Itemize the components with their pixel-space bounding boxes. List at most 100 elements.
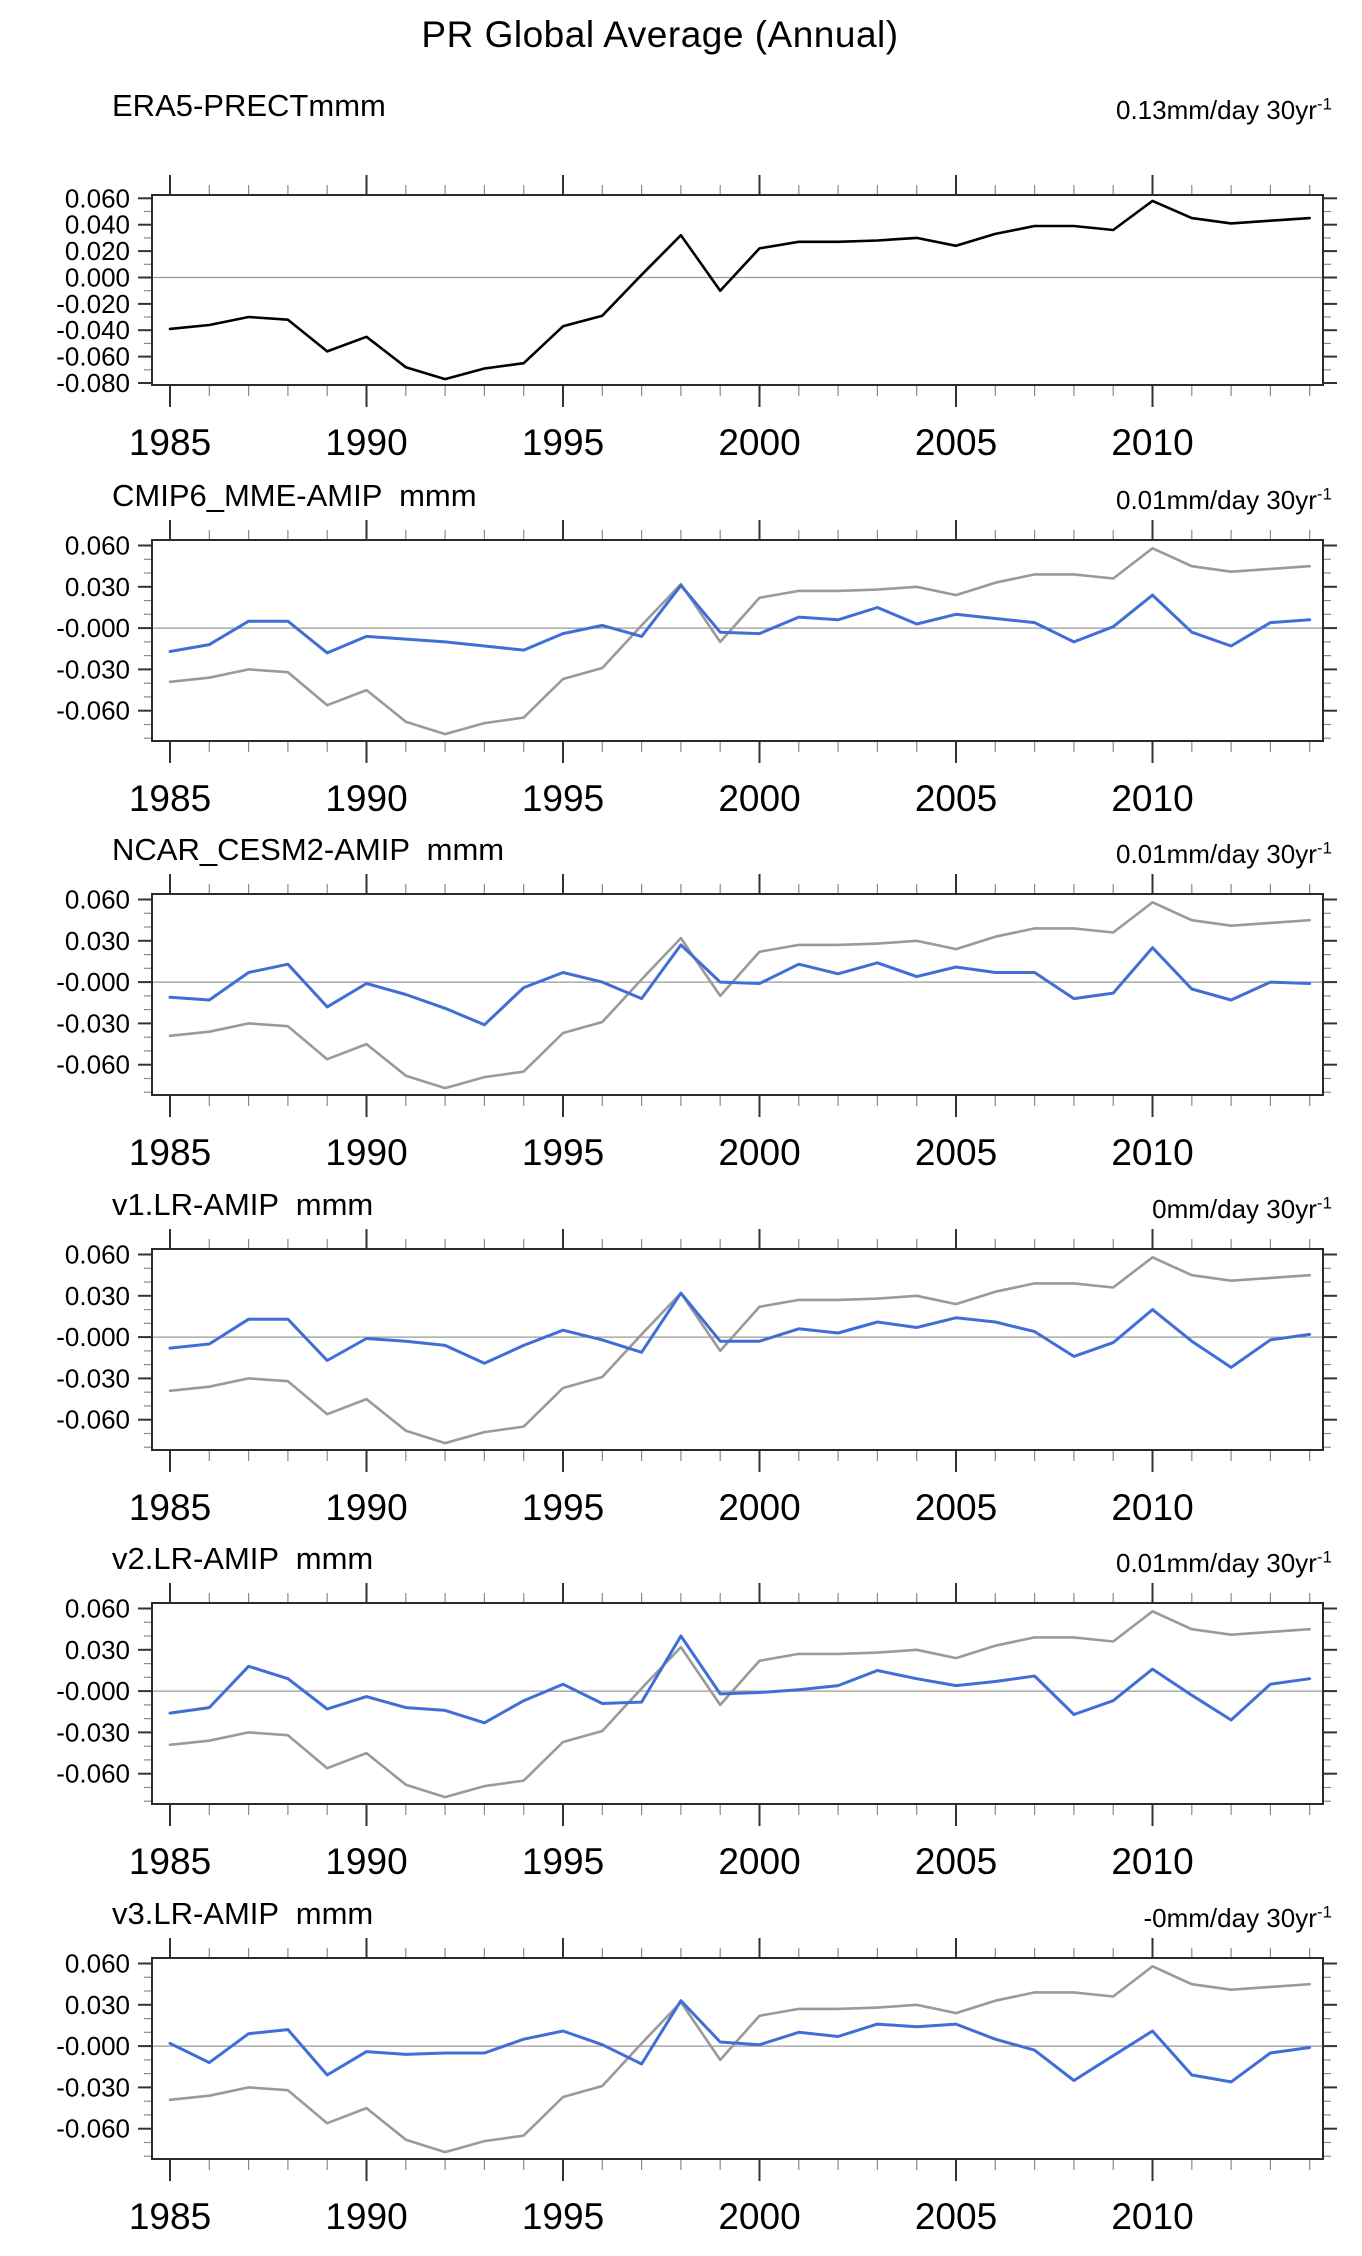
x-tick-label: 2005 — [915, 2196, 997, 2237]
y-tick-label: 0.020 — [65, 236, 130, 266]
trend-exponent: -1 — [1316, 1193, 1332, 1213]
trend-value: 0.13mm/day 30yr — [1116, 95, 1317, 125]
x-tick-label: 1985 — [129, 1841, 211, 1882]
y-tick-label: -0.080 — [56, 368, 130, 398]
x-tick-label: 2010 — [1111, 1841, 1193, 1882]
panel-4-trend-annotation: 0mm/day 30yr-1 — [1152, 1194, 1332, 1225]
trend-value: 0.01mm/day 30yr — [1116, 839, 1317, 869]
x-tick-label: 2005 — [915, 1841, 997, 1882]
x-tick-label: 2010 — [1111, 778, 1193, 819]
x-tick-label: 1995 — [522, 1132, 604, 1173]
x-tick-label: 1990 — [325, 422, 407, 463]
panel-2-trend-annotation: 0.01mm/day 30yr-1 — [1116, 485, 1332, 516]
panel-6-title: v3.LR-AMIP mmm — [112, 1896, 374, 1931]
chart-title: PR Global Average (Annual) — [421, 14, 899, 55]
y-tick-label: -0.000 — [56, 613, 130, 643]
y-tick-label: -0.000 — [56, 2031, 130, 2061]
y-tick-label: -0.060 — [56, 696, 130, 726]
y-tick-label: 0.030 — [65, 1990, 130, 2020]
panel-1-title: ERA5-PRECTmmm — [112, 88, 386, 123]
plot-box — [151, 194, 1324, 386]
series-line — [168, 583, 1312, 655]
panel-5-title: v2.LR-AMIP mmm — [112, 1541, 374, 1576]
y-tick-label: 0.030 — [65, 572, 130, 602]
reference-line — [168, 1256, 1311, 1445]
trend-exponent: -1 — [1316, 838, 1332, 858]
x-tick-label: 1990 — [325, 778, 407, 819]
series-line — [168, 1291, 1312, 1369]
trend-value: 0.01mm/day 30yr — [1116, 1548, 1317, 1578]
y-tick-label: 0.030 — [65, 1635, 130, 1665]
series-line — [168, 1999, 1312, 2084]
panel-5-trend-annotation: 0.01mm/day 30yr-1 — [1116, 1548, 1332, 1579]
x-tick-label: 2005 — [915, 422, 997, 463]
y-tick-label: -0.060 — [56, 342, 130, 372]
y-tick-label: -0.030 — [56, 654, 130, 684]
plot-box — [151, 893, 1324, 1096]
y-tick-label: 0.060 — [65, 183, 130, 213]
plot-box — [151, 1602, 1324, 1805]
y-tick-label: -0.020 — [56, 289, 130, 319]
x-tick-label: 1985 — [129, 778, 211, 819]
x-tick-label: 1990 — [325, 1132, 407, 1173]
x-tick-label: 1995 — [522, 422, 604, 463]
y-tick-label: 0.030 — [65, 926, 130, 956]
y-tick-label: -0.000 — [56, 967, 130, 997]
y-tick-label: -0.040 — [56, 315, 130, 345]
x-tick-label: 2010 — [1111, 1487, 1193, 1528]
panel-3-trend-annotation: 0.01mm/day 30yr-1 — [1116, 839, 1332, 870]
y-tick-label: -0.030 — [56, 1008, 130, 1038]
y-tick-label: 0.000 — [65, 263, 130, 293]
reference-line — [168, 1610, 1311, 1799]
x-tick-label: 1985 — [129, 2196, 211, 2237]
x-tick-label: 2010 — [1111, 422, 1193, 463]
trend-value: 0.01mm/day 30yr — [1116, 485, 1317, 515]
y-tick-label: 0.030 — [65, 1281, 130, 1311]
trend-exponent: -1 — [1316, 94, 1332, 114]
x-tick-label: 2000 — [718, 1841, 800, 1882]
y-tick-label: -0.000 — [56, 1676, 130, 1706]
panel-1-trend-annotation: 0.13mm/day 30yr-1 — [1116, 95, 1332, 126]
panel-2-title: CMIP6_MME-AMIP mmm — [112, 478, 477, 513]
y-tick-label: 0.060 — [65, 1240, 130, 1270]
panel-6-trend-annotation: -0mm/day 30yr-1 — [1143, 1903, 1332, 1934]
y-tick-label: -0.030 — [56, 1363, 130, 1393]
y-tick-label: -0.060 — [56, 1759, 130, 1789]
y-tick-label: 0.060 — [65, 1594, 130, 1624]
x-tick-label: 2010 — [1111, 1132, 1193, 1173]
x-tick-label: 1985 — [129, 1132, 211, 1173]
y-tick-label: 0.040 — [65, 210, 130, 240]
series-line — [168, 943, 1312, 1027]
trend-value: -0mm/day 30yr — [1143, 1903, 1317, 1933]
x-tick-label: 1995 — [522, 1841, 604, 1882]
x-tick-label: 2000 — [718, 422, 800, 463]
y-tick-label: 0.060 — [65, 1949, 130, 1979]
y-tick-label: -0.060 — [56, 1050, 130, 1080]
trend-exponent: -1 — [1316, 1547, 1332, 1567]
x-tick-label: 2005 — [915, 778, 997, 819]
x-tick-label: 2000 — [718, 1132, 800, 1173]
y-tick-label: -0.060 — [56, 1405, 130, 1435]
panel-4-title: v1.LR-AMIP mmm — [112, 1187, 374, 1222]
plot-box — [151, 1957, 1324, 2160]
x-tick-label: 2005 — [915, 1487, 997, 1528]
x-tick-label: 2000 — [718, 778, 800, 819]
series-line — [168, 1634, 1312, 1725]
panel-3-title: NCAR_CESM2-AMIP mmm — [112, 832, 505, 867]
x-tick-label: 1995 — [522, 1487, 604, 1528]
plot-box — [151, 1248, 1324, 1451]
x-tick-label: 1995 — [522, 2196, 604, 2237]
y-tick-label: -0.000 — [56, 1322, 130, 1352]
x-tick-label: 1990 — [325, 1841, 407, 1882]
y-tick-label: 0.060 — [65, 885, 130, 915]
plot-box — [151, 539, 1324, 742]
reference-line — [168, 900, 1311, 1090]
x-tick-label: 2005 — [915, 1132, 997, 1173]
x-tick-label: 2000 — [718, 1487, 800, 1528]
series-line — [168, 199, 1311, 381]
y-tick-label: 0.060 — [65, 531, 130, 561]
y-tick-label: -0.030 — [56, 1717, 130, 1747]
trend-exponent: -1 — [1316, 484, 1332, 504]
